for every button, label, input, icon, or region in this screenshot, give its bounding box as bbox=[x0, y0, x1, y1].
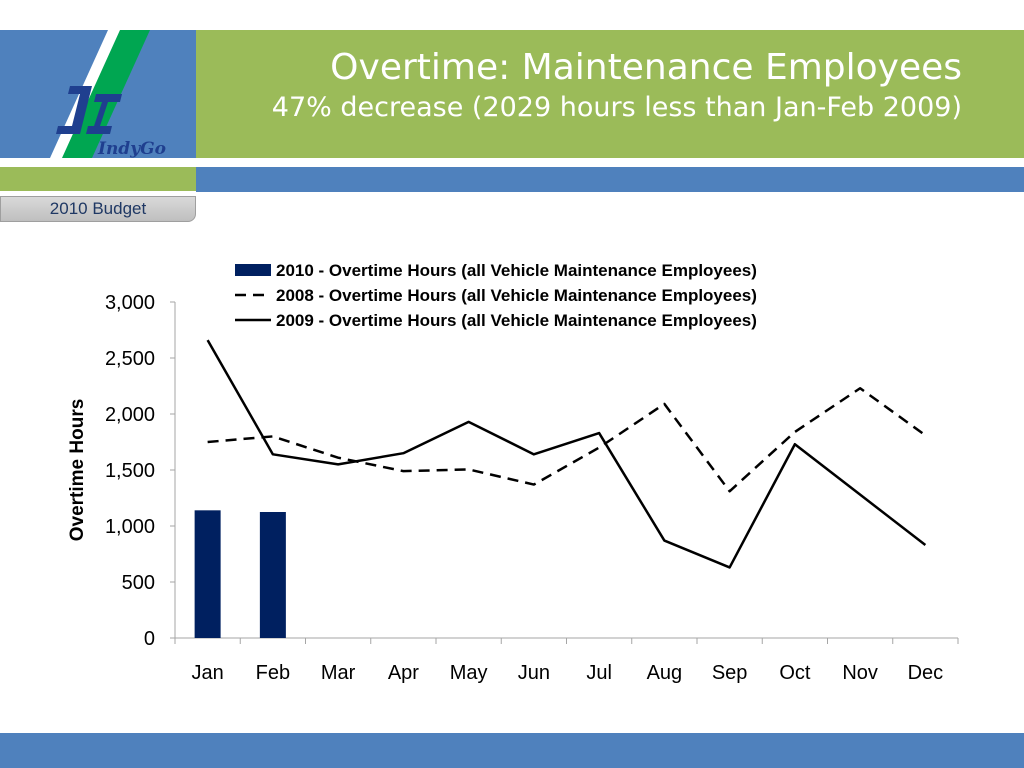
legend-label: 2010 - Overtime Hours (all Vehicle Maint… bbox=[276, 261, 757, 280]
line-2008 bbox=[207, 386, 927, 493]
legend-swatch-2010 bbox=[235, 264, 271, 276]
bar-2010 bbox=[259, 512, 286, 638]
x-tick-label: Sep bbox=[712, 662, 748, 684]
x-tick-label: Nov bbox=[842, 662, 878, 684]
slide-title-block: Overtime: Maintenance Employees 47% decr… bbox=[272, 46, 962, 126]
y-tick-label: 1,000 bbox=[105, 516, 155, 538]
y-tick-label: 0 bbox=[144, 628, 155, 650]
slide-subtitle: 47% decrease (2029 hours less than Jan-F… bbox=[271, 92, 962, 123]
bar-2010 bbox=[194, 510, 221, 638]
logo-text: IndyGo bbox=[97, 139, 166, 158]
indygo-logo: IndyGo bbox=[0, 30, 196, 158]
x-tick-label: Apr bbox=[388, 662, 419, 684]
legend-label: 2008 - Overtime Hours (all Vehicle Maint… bbox=[276, 286, 757, 305]
x-tick-label: Mar bbox=[321, 662, 356, 684]
green-accent-strip bbox=[0, 167, 196, 191]
y-tick-label: 2,500 bbox=[105, 348, 155, 370]
y-tick-label: 3,000 bbox=[105, 292, 155, 314]
footer-bar bbox=[0, 733, 1024, 768]
x-tick-label: Jan bbox=[192, 662, 224, 684]
blue-accent-strip bbox=[196, 167, 1024, 192]
x-tick-label: Feb bbox=[256, 662, 290, 684]
x-tick-label: May bbox=[450, 662, 488, 684]
line-2009 bbox=[206, 339, 927, 569]
x-tick-label: Jul bbox=[586, 662, 612, 684]
slide-title: Overtime: Maintenance Employees bbox=[330, 47, 962, 88]
legend-label: 2009 - Overtime Hours (all Vehicle Maint… bbox=[276, 311, 757, 330]
y-tick-label: 1,500 bbox=[105, 460, 155, 482]
y-axis-title: Overtime Hours bbox=[67, 399, 88, 542]
x-tick-label: Oct bbox=[779, 662, 811, 684]
x-tick-label: Jun bbox=[518, 662, 550, 684]
indygo-logo-icon: IndyGo bbox=[50, 30, 166, 158]
x-tick-label: Dec bbox=[908, 662, 944, 684]
y-tick-label: 2,000 bbox=[105, 404, 155, 426]
x-tick-label: Aug bbox=[647, 662, 683, 684]
y-tick-label: 500 bbox=[122, 572, 155, 594]
budget-tab: 2010 Budget bbox=[0, 196, 196, 222]
